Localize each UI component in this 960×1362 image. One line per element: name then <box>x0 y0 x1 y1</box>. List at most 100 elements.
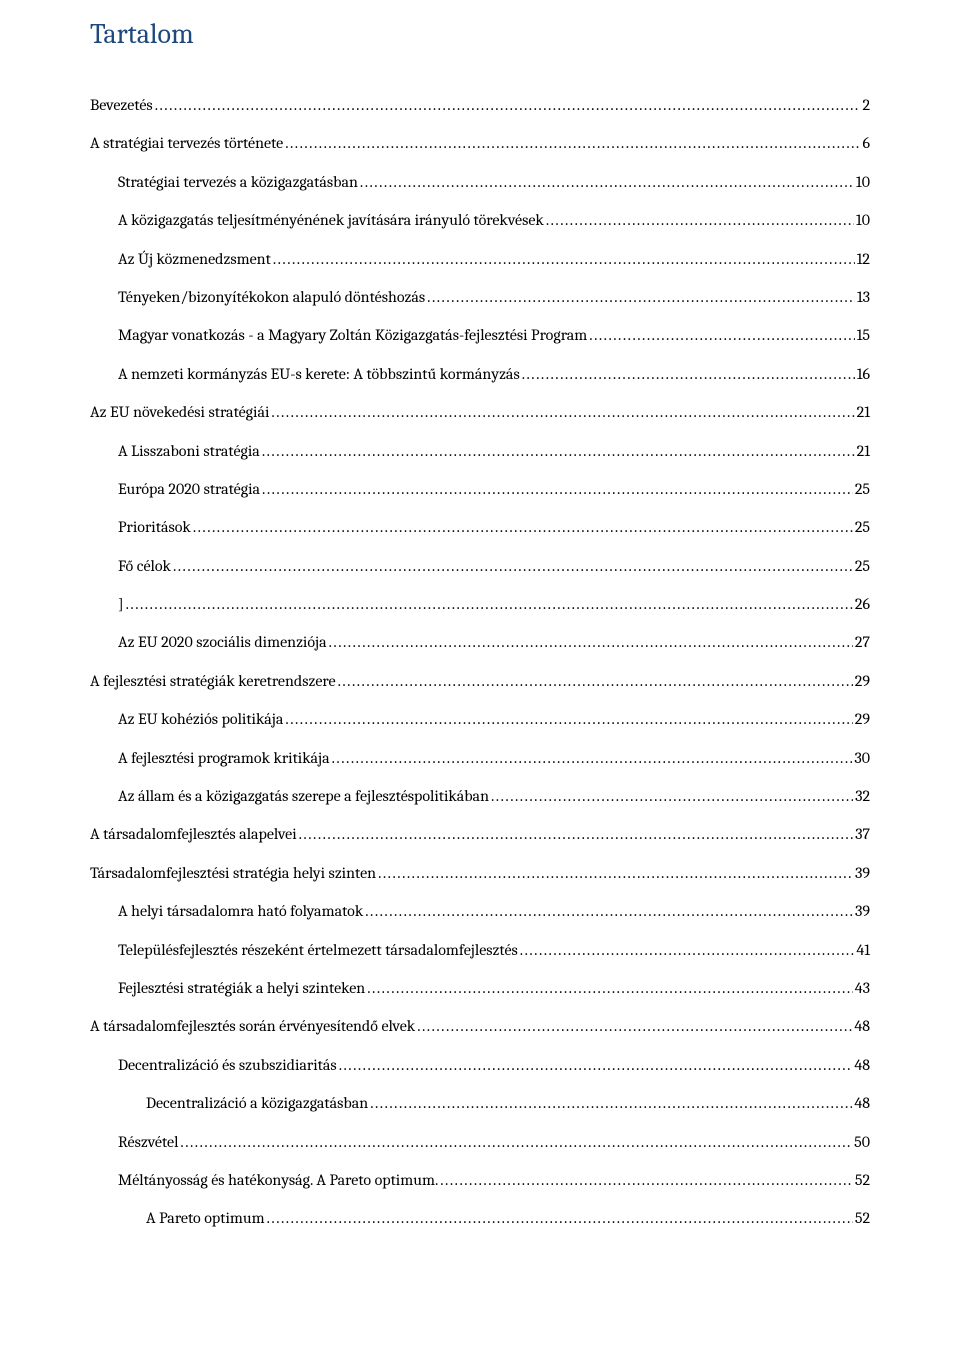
toc-entry-text: A társadalomfejlesztés során érvényesíte… <box>90 1015 415 1037</box>
toc-entry-text: Az EU kohéziós politikája <box>118 708 283 730</box>
toc-entry-page: 29 <box>855 708 870 730</box>
toc-entry-text: Tényeken/bizonyítékokon alapuló döntésho… <box>118 286 425 308</box>
toc-entry-page: 37 <box>855 823 870 845</box>
toc-leader-dots <box>367 977 853 999</box>
toc-leader-dots <box>180 1131 852 1153</box>
toc-entry-text: ] <box>118 593 124 615</box>
toc-entry[interactable]: Tényeken/bizonyítékokon alapuló döntésho… <box>90 286 870 308</box>
toc-entry-page: 43 <box>855 977 870 999</box>
toc-entry[interactable]: A Pareto optimum52 <box>90 1207 870 1229</box>
toc-entry-page: 39 <box>855 862 870 884</box>
toc-entry[interactable]: A fejlesztési programok kritikája30 <box>90 747 870 769</box>
toc-entry-text: Decentralizáció a közigazgatásban <box>146 1092 368 1114</box>
toc-entry-text: Településfejlesztés részeként értelmezet… <box>118 939 518 961</box>
toc-entry-text: Prioritások <box>118 516 191 538</box>
toc-leader-dots <box>267 1207 853 1229</box>
toc-entry[interactable]: A helyi társadalomra ható folyamatok 39 <box>90 900 870 922</box>
toc-entry[interactable]: A közigazgatás teljesítményénének javítá… <box>90 209 870 231</box>
toc-entry-text: A nemzeti kormányzás EU-s kerete: A több… <box>118 363 520 385</box>
toc-entry-page: 12 <box>857 248 870 270</box>
toc-leader-dots <box>546 209 854 231</box>
toc-entry[interactable]: A társadalomfejlesztés alapelvei 37 <box>90 823 870 845</box>
toc-entry-text: Az EU 2020 szociális dimenziója <box>118 631 327 653</box>
toc-entry-text: Az Új közmenedzsment <box>118 248 271 270</box>
toc-entry[interactable]: Európa 2020 stratégia 25 <box>90 478 870 500</box>
toc-leader-dots <box>155 94 861 116</box>
toc-leader-dots <box>417 1015 852 1037</box>
toc-entry-page: 39 <box>855 900 870 922</box>
toc-entry-text: A közigazgatás teljesítményénének javítá… <box>118 209 544 231</box>
toc-entry-page: 25 <box>855 478 870 500</box>
toc-entry[interactable]: A stratégiai tervezés története6 <box>90 132 870 154</box>
toc-entry-text: A helyi társadalomra ható folyamatok <box>118 900 363 922</box>
toc-entry-text: Társadalomfejlesztési stratégia helyi sz… <box>90 862 376 884</box>
toc-entry-text: Európa 2020 stratégia <box>118 478 260 500</box>
toc-entry-page: 32 <box>855 785 870 807</box>
toc-entry-text: A stratégiai tervezés története <box>90 132 283 154</box>
toc-entry-text: A társadalomfejlesztés alapelvei <box>90 823 297 845</box>
toc-entry[interactable]: Méltányosság és hatékonyság. A Pareto op… <box>90 1169 870 1191</box>
toc-entry-page: 25 <box>855 555 870 577</box>
toc-leader-dots <box>285 708 852 730</box>
toc-entry[interactable]: Fejlesztési stratégiák a helyi szinteken… <box>90 977 870 999</box>
toc-entry[interactable]: Az EU 2020 szociális dimenziója 27 <box>90 631 870 653</box>
toc-entry[interactable]: Magyar vonatkozás - a Magyary Zoltán Köz… <box>90 324 870 346</box>
toc-entry-text: Részvétel <box>118 1131 178 1153</box>
toc-entry-page: 27 <box>855 631 870 653</box>
toc-entry[interactable]: A nemzeti kormányzás EU-s kerete: A több… <box>90 363 870 385</box>
toc-entry[interactable]: A Lisszaboni stratégia21 <box>90 440 870 462</box>
toc-leader-dots <box>338 670 853 692</box>
toc-leader-dots <box>329 631 853 653</box>
toc-entry-text: A fejlesztési stratégiák keretrendszere <box>90 670 336 692</box>
toc-entry[interactable]: Fő célok25 <box>90 555 870 577</box>
toc-entry[interactable]: Az EU kohéziós politikája 29 <box>90 708 870 730</box>
toc-entry-page: 48 <box>854 1092 870 1114</box>
toc-leader-dots <box>365 900 853 922</box>
toc-entry-text: Az állam és a közigazgatás szerepe a fej… <box>118 785 489 807</box>
toc-entry[interactable]: Az Új közmenedzsment 12 <box>90 248 870 270</box>
toc-leader-dots <box>522 363 855 385</box>
toc-entry[interactable]: Az állam és a közigazgatás szerepe a fej… <box>90 785 870 807</box>
toc-entry-text: Magyar vonatkozás - a Magyary Zoltán Köz… <box>118 324 587 346</box>
toc-entry-page: 2 <box>862 94 870 116</box>
toc-entry[interactable]: Részvétel50 <box>90 1131 870 1153</box>
toc-entry-text: Méltányosság és hatékonyság. A Pareto op… <box>118 1169 438 1191</box>
toc-entry-text: Bevezetés <box>90 94 153 116</box>
toc-entry-page: 25 <box>855 516 870 538</box>
toc-entry[interactable]: Az EU növekedési stratégiái 21 <box>90 401 870 423</box>
toc-entry-text: Az EU növekedési stratégiái <box>90 401 269 423</box>
toc-entry-text: A Lisszaboni stratégia <box>118 440 260 462</box>
toc-leader-dots <box>273 248 855 270</box>
toc-entry-page: 26 <box>855 593 870 615</box>
toc-entry-page: 29 <box>855 670 870 692</box>
table-of-contents: Bevezetés 2 A stratégiai tervezés történet… <box>90 94 870 1230</box>
toc-entry[interactable]: Decentralizáció és szubszidiaritás48 <box>90 1054 870 1076</box>
toc-entry[interactable]: Decentralizáció a közigazgatásban 48 <box>90 1092 870 1114</box>
toc-entry[interactable]: Prioritások 25 <box>90 516 870 538</box>
toc-leader-dots <box>299 823 853 845</box>
toc-entry-page: 10 <box>856 171 870 193</box>
toc-entry[interactable]: ] 26 <box>90 593 870 615</box>
toc-leader-dots <box>427 286 855 308</box>
toc-entry-text: A fejlesztési programok kritikája <box>118 747 330 769</box>
toc-entry-page: 21 <box>857 401 870 423</box>
toc-entry-text: Stratégiai tervezés a közigazgatásban <box>118 171 358 193</box>
toc-entry-page: 13 <box>857 286 870 308</box>
toc-leader-dots <box>520 939 855 961</box>
toc-entry[interactable]: Településfejlesztés részeként értelmezet… <box>90 939 870 961</box>
toc-entry[interactable]: A fejlesztési stratégiák keretrendszere 2… <box>90 670 870 692</box>
toc-entry[interactable]: Bevezetés 2 <box>90 94 870 116</box>
toc-leader-dots <box>360 171 854 193</box>
toc-leader-dots <box>126 593 853 615</box>
toc-entry-text: Decentralizáció és szubszidiaritás <box>118 1054 337 1076</box>
toc-entry-text: Fejlesztési stratégiák a helyi szinteken <box>118 977 365 999</box>
toc-entry-text: A Pareto optimum <box>146 1207 265 1229</box>
toc-entry[interactable]: Társadalomfejlesztési stratégia helyi sz… <box>90 862 870 884</box>
toc-leader-dots <box>193 516 853 538</box>
toc-entry[interactable]: A társadalomfejlesztés során érvényesíte… <box>90 1015 870 1037</box>
toc-leader-dots <box>271 401 854 423</box>
toc-leader-dots <box>339 1054 853 1076</box>
toc-entry[interactable]: Stratégiai tervezés a közigazgatásban 10 <box>90 171 870 193</box>
toc-leader-dots <box>440 1169 853 1191</box>
toc-leader-dots <box>589 324 854 346</box>
